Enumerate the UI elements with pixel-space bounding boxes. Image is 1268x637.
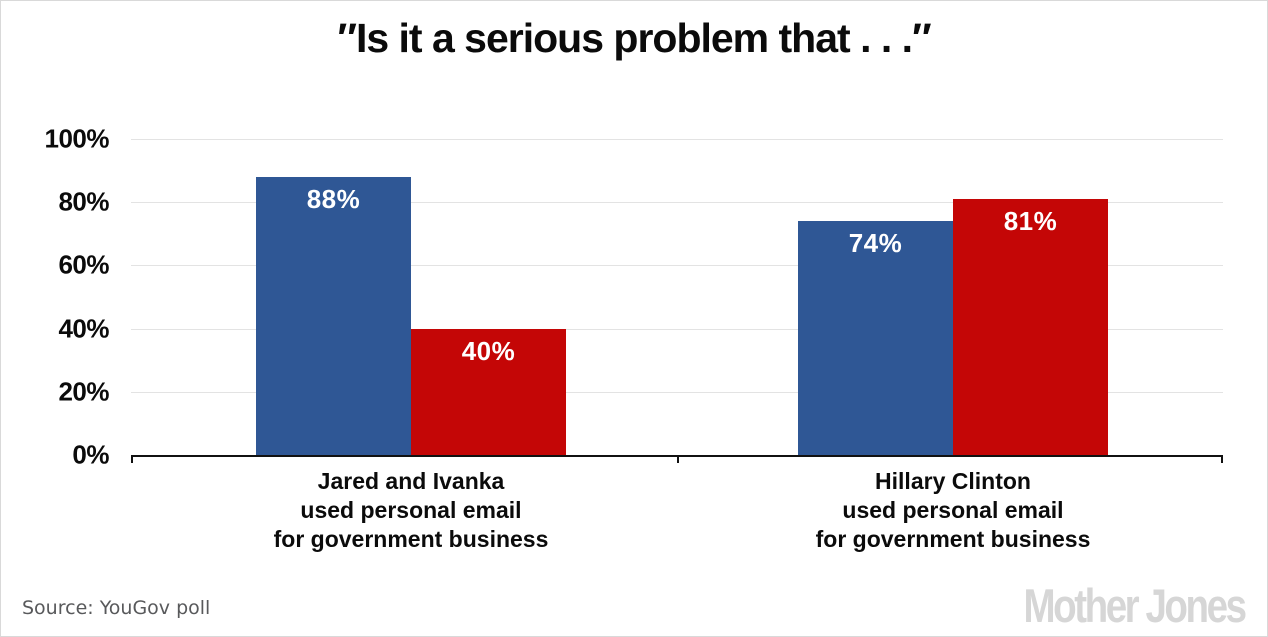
gridline xyxy=(131,265,1223,267)
gridline xyxy=(131,391,1223,393)
x-axis-tick xyxy=(131,455,133,463)
bar-blue-group2: 74% xyxy=(798,221,953,455)
category-label-line: for government business xyxy=(815,526,1091,552)
y-tick-label: 40% xyxy=(58,313,109,344)
category-label-group2: Hillary Clinton used personal email for go… xyxy=(693,467,1213,554)
bar-value-label: 81% xyxy=(1003,206,1058,237)
category-label-line: used personal email xyxy=(300,497,522,523)
y-tick-label: 80% xyxy=(58,186,109,217)
bar-value-label: 88% xyxy=(306,183,361,214)
category-label-group1: Jared and Ivanka used personal email for g… xyxy=(151,467,671,554)
gridline xyxy=(131,202,1223,204)
y-tick-label: 60% xyxy=(58,249,109,280)
bar-value-label: 40% xyxy=(461,335,516,366)
motherjones-logo: Mother Jones xyxy=(1023,579,1247,632)
gridline xyxy=(131,328,1223,330)
y-tick-label: 0% xyxy=(72,439,109,470)
gridline xyxy=(131,139,1223,140)
y-tick-label: 100% xyxy=(44,123,110,154)
x-axis-tick xyxy=(677,455,679,463)
chart-title: ″Is it a serious problem that . . .″ xyxy=(337,15,931,61)
bar-value-label: 74% xyxy=(848,228,903,259)
y-axis: 100% 80% 60% 40% 20% 0% xyxy=(1,124,110,470)
plot-area: 88% 40% 74% 81% xyxy=(131,139,1223,463)
category-label-line: Hillary Clinton xyxy=(875,468,1031,494)
bar-red-group2: 81% xyxy=(953,199,1108,455)
bar-red-group1: 40% xyxy=(411,328,566,455)
category-label-line: for government business xyxy=(273,526,549,552)
category-label-line: used personal email xyxy=(842,497,1064,523)
source-note: Source: YouGov poll xyxy=(22,597,211,619)
bar-blue-group1: 88% xyxy=(256,176,411,455)
y-tick-label: 20% xyxy=(58,376,109,407)
x-axis-tick xyxy=(1221,455,1223,463)
category-label-line: Jared and Ivanka xyxy=(317,468,505,494)
